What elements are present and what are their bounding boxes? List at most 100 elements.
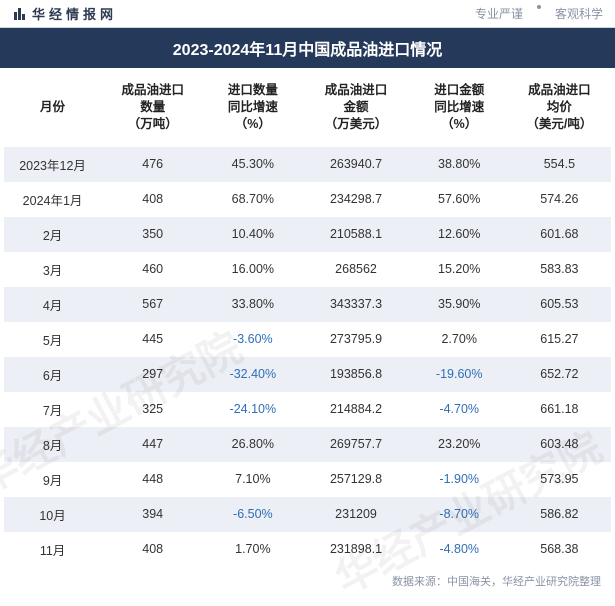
cell-amt: 343337.3 [301,287,410,322]
cell-qty-yoy: 33.80% [204,287,301,322]
cell-qty: 394 [101,497,204,532]
cell-qty: 408 [101,182,204,217]
cell-qty: 408 [101,532,204,567]
data-table: 月份成品油进口数量（万吨）进口数量同比增速（%）成品油进口金额（万美元）进口金额… [4,68,611,567]
cell-qty: 297 [101,357,204,392]
cell-amt-yoy: 35.90% [411,287,508,322]
cell-qty-yoy: -24.10% [204,392,301,427]
site-header: 华经情报网 专业严谨 客观科学 [0,0,615,28]
col-header-0: 月份 [4,68,101,147]
cell-qty: 325 [101,392,204,427]
brand-text: 华经情报网 [32,4,117,23]
cell-qty-yoy: 7.10% [204,462,301,497]
cell-price: 574.26 [508,182,611,217]
cell-qty: 448 [101,462,204,497]
cell-amt-yoy: 2.70% [411,322,508,357]
brand: 华经情报网 [12,4,117,23]
cell-qty-yoy: 45.30% [204,147,301,182]
cell-month: 8月 [4,427,101,462]
table-row: 6月297-32.40%193856.8-19.60%652.72 [4,357,611,392]
cell-month: 5月 [4,322,101,357]
cell-qty: 567 [101,287,204,322]
cell-amt: 269757.7 [301,427,410,462]
cell-amt: 231209 [301,497,410,532]
cell-amt-yoy: -19.60% [411,357,508,392]
cell-month: 7月 [4,392,101,427]
table-row: 2023年12月47645.30%263940.738.80%554.5 [4,147,611,182]
table-row: 7月325-24.10%214884.2-4.70%661.18 [4,392,611,427]
table-body: 2023年12月47645.30%263940.738.80%554.52024… [4,147,611,567]
cell-amt-yoy: 12.60% [411,217,508,252]
table-row: 11月4081.70%231898.1-4.80%568.38 [4,532,611,567]
cell-price: 601.68 [508,217,611,252]
cell-amt: 214884.2 [301,392,410,427]
cell-amt: 210588.1 [301,217,410,252]
cell-qty-yoy: 68.70% [204,182,301,217]
cell-amt: 231898.1 [301,532,410,567]
table-row: 2月35010.40%210588.112.60%601.68 [4,217,611,252]
separator-dot-icon [537,5,541,9]
data-table-container: 月份成品油进口数量（万吨）进口数量同比增速（%）成品油进口金额（万美元）进口金额… [0,68,615,567]
cell-qty-yoy: 10.40% [204,217,301,252]
cell-amt-yoy: 38.80% [411,147,508,182]
cell-amt: 193856.8 [301,357,410,392]
cell-amt-yoy: -1.90% [411,462,508,497]
cell-month: 9月 [4,462,101,497]
cell-qty: 476 [101,147,204,182]
cell-price: 615.27 [508,322,611,357]
cell-amt: 263940.7 [301,147,410,182]
cell-amt-yoy: 57.60% [411,182,508,217]
cell-qty-yoy: 16.00% [204,252,301,287]
table-row: 10月394-6.50%231209-8.70%586.82 [4,497,611,532]
header-tag-2: 客观科学 [555,5,603,22]
cell-price: 573.95 [508,462,611,497]
cell-price: 568.38 [508,532,611,567]
cell-amt: 273795.9 [301,322,410,357]
col-header-2: 进口数量同比增速（%） [204,68,301,147]
cell-amt: 257129.8 [301,462,410,497]
cell-amt: 234298.7 [301,182,410,217]
cell-month: 2023年12月 [4,147,101,182]
cell-price: 661.18 [508,392,611,427]
cell-price: 605.53 [508,287,611,322]
cell-amt-yoy: 23.20% [411,427,508,462]
table-row: 9月4487.10%257129.8-1.90%573.95 [4,462,611,497]
header-tag-1: 专业严谨 [475,5,523,22]
cell-amt-yoy: -4.80% [411,532,508,567]
cell-qty: 445 [101,322,204,357]
cell-qty-yoy: 1.70% [204,532,301,567]
header-tags: 专业严谨 客观科学 [475,5,603,22]
cell-month: 6月 [4,357,101,392]
table-row: 3月46016.00%26856215.20%583.83 [4,252,611,287]
cell-qty-yoy: -6.50% [204,497,301,532]
cell-amt-yoy: 15.20% [411,252,508,287]
cell-price: 554.5 [508,147,611,182]
data-source-footer: 数据来源：中国海关，华经产业研究院整理 [0,567,615,589]
cell-month: 11月 [4,532,101,567]
table-header: 月份成品油进口数量（万吨）进口数量同比增速（%）成品油进口金额（万美元）进口金额… [4,68,611,147]
cell-month: 2024年1月 [4,182,101,217]
col-header-3: 成品油进口金额（万美元） [301,68,410,147]
col-header-5: 成品油进口均价（美元/吨） [508,68,611,147]
cell-qty-yoy: -3.60% [204,322,301,357]
cell-month: 4月 [4,287,101,322]
table-row: 4月56733.80%343337.335.90%605.53 [4,287,611,322]
cell-price: 586.82 [508,497,611,532]
cell-qty: 447 [101,427,204,462]
cell-qty-yoy: 26.80% [204,427,301,462]
cell-qty: 350 [101,217,204,252]
col-header-4: 进口金额同比增速（%） [411,68,508,147]
logo-icon [12,6,28,22]
cell-price: 583.83 [508,252,611,287]
page-title: 2023-2024年11月中国成品油进口情况 [0,28,615,68]
cell-qty-yoy: -32.40% [204,357,301,392]
cell-price: 603.48 [508,427,611,462]
cell-month: 10月 [4,497,101,532]
table-row: 2024年1月40868.70%234298.757.60%574.26 [4,182,611,217]
cell-price: 652.72 [508,357,611,392]
table-row: 5月445-3.60%273795.92.70%615.27 [4,322,611,357]
cell-amt-yoy: -4.70% [411,392,508,427]
table-row: 8月44726.80%269757.723.20%603.48 [4,427,611,462]
cell-amt-yoy: -8.70% [411,497,508,532]
cell-amt: 268562 [301,252,410,287]
